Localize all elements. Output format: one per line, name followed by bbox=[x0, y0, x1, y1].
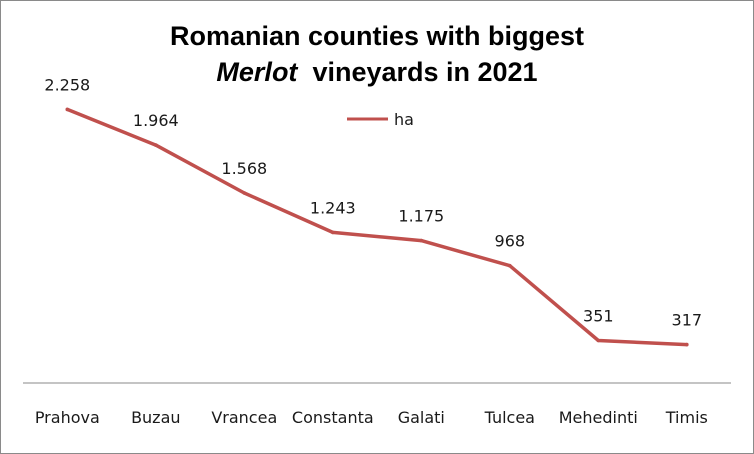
x-tick-labels-layer: Prahova Buzau Vrancea Constanta Galati Tulcea… bbox=[35, 408, 708, 427]
x-tick-label: Galati bbox=[398, 408, 445, 427]
chart-title-line1: Romanian counties with biggest bbox=[170, 21, 584, 51]
legend-label: ha bbox=[394, 110, 414, 129]
x-tick-label: Tulcea bbox=[484, 408, 535, 427]
data-label: 1.243 bbox=[310, 198, 356, 217]
data-label: 2.258 bbox=[44, 75, 90, 94]
data-label: 1.175 bbox=[398, 207, 444, 226]
data-point bbox=[508, 263, 512, 268]
data-label: 1.568 bbox=[221, 159, 267, 178]
series-layer bbox=[65, 107, 689, 347]
x-tick-label: Vrancea bbox=[211, 408, 277, 427]
data-label: 1.964 bbox=[133, 111, 179, 130]
data-point bbox=[331, 230, 335, 235]
series-line bbox=[65, 107, 689, 347]
x-tick-label: Prahova bbox=[35, 408, 100, 427]
data-label: 968 bbox=[495, 232, 526, 251]
data-point bbox=[419, 238, 424, 243]
x-tick-label: Constanta bbox=[292, 408, 374, 427]
data-point bbox=[242, 191, 247, 195]
data-label: 317 bbox=[672, 311, 703, 330]
chart-title-line2: Merlot vineyards in 2021 bbox=[216, 57, 537, 87]
data-point bbox=[685, 342, 689, 347]
x-tick-label: Mehedinti bbox=[559, 408, 638, 427]
data-point bbox=[65, 107, 70, 112]
data-point bbox=[596, 338, 601, 343]
data-point bbox=[154, 143, 158, 147]
x-tick-label: Timis bbox=[665, 408, 708, 427]
chart-title-italic: Merlot bbox=[216, 57, 298, 87]
chart-title-rest: vineyards in 2021 bbox=[312, 57, 537, 87]
x-tick-label: Buzau bbox=[131, 408, 180, 427]
data-label: 351 bbox=[583, 307, 614, 326]
data-labels-layer: 2.258 1.964 1.568 1.243 1.175 968 351 317 bbox=[44, 75, 702, 329]
